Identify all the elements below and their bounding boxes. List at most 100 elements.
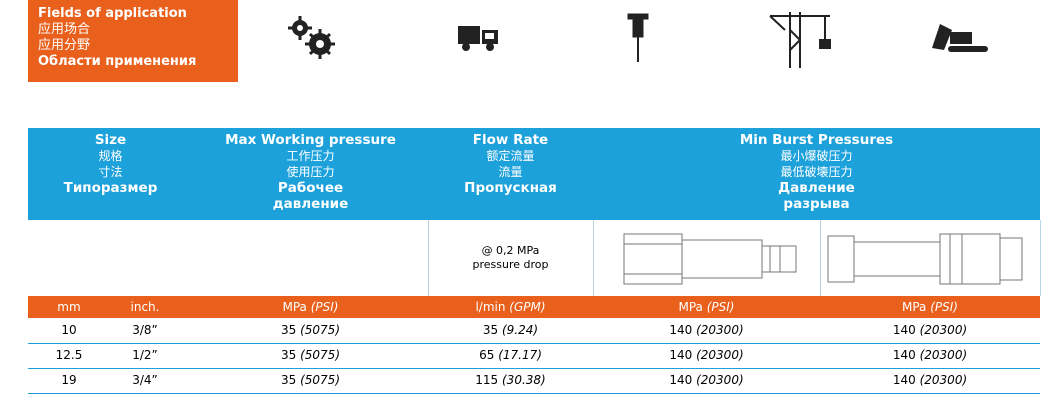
application-line: 应用分野: [38, 38, 91, 53]
unit-cell-main: l/min: [475, 300, 506, 314]
truck-icon: [458, 26, 498, 51]
data-cell-alt: (20300): [919, 323, 968, 337]
data-cell-main: 140: [892, 373, 916, 387]
header-en: Min Burst Pressures: [739, 132, 894, 148]
data-cell-alt: (20300): [696, 373, 744, 387]
data-cell-main: 65: [479, 348, 495, 362]
coupling-drawings: [623, 233, 1023, 285]
data-cell: 35 (5075): [193, 368, 428, 393]
header-zh: 寸法: [98, 165, 123, 179]
flow-note: @ 0,2 MPa pressure drop: [428, 244, 593, 272]
gears-icon: [288, 16, 335, 59]
data-cell-main: 35: [280, 323, 297, 337]
crane-icon: [769, 12, 831, 68]
unit-cell: l/min (GPM): [428, 296, 593, 318]
header-cell: Size 规格寸法 Типоразмер: [28, 132, 193, 196]
data-cell-main: 140: [892, 323, 916, 337]
data-cell-alt: (5075): [300, 373, 340, 387]
data-cell: 115 (30.38): [428, 368, 593, 393]
data-cell-alt: (20300): [696, 348, 744, 362]
data-cell-alt: (5075): [300, 348, 340, 362]
flow-note-line: pressure drop: [472, 258, 549, 271]
data-cell-alt: (20300): [919, 373, 968, 387]
header-en: Size: [94, 132, 127, 148]
unit-cell: MPa (PSI): [193, 296, 428, 318]
data-cell-alt: (17.17): [498, 348, 542, 362]
unit-cell-main: MPa: [678, 300, 703, 314]
unit-cell: inch.: [130, 300, 160, 314]
header-zh: 工作压力: [286, 149, 335, 163]
header-ru: Давление: [778, 180, 855, 196]
header-zh: 规格: [98, 149, 123, 163]
header-zh: 最低破壊压力: [780, 165, 853, 179]
header-en: Max Working pressure: [225, 132, 396, 148]
data-cell: 140 (20300): [820, 318, 1040, 343]
data-cell: 1/2”: [132, 348, 158, 362]
header-zh: 额定流量: [486, 149, 535, 163]
unit-cell: MPa (PSI): [593, 296, 820, 318]
data-cell: 65 (17.17): [428, 343, 593, 368]
unit-cell: mm: [57, 300, 81, 314]
drill-icon: [627, 13, 649, 62]
header-zh: 使用压力: [286, 165, 335, 179]
unit-cell-alt: (PSI): [310, 300, 339, 314]
data-cell-alt: (20300): [696, 323, 744, 337]
data-cell-main: 115: [475, 373, 499, 387]
application-line: Fields of application: [38, 6, 187, 21]
header-ru: Пропускная: [464, 180, 557, 196]
icons: [288, 12, 988, 68]
data-cell: 35 (5075): [193, 318, 428, 343]
data-cell: 140 (20300): [820, 343, 1040, 368]
header-en: Flow Rate: [472, 132, 549, 148]
header-ru: Типоразмер: [63, 180, 158, 196]
unit-cell-alt: (PSI): [930, 300, 958, 314]
row-line: [28, 368, 1040, 369]
unit-cell: MPa (PSI): [820, 296, 1040, 318]
header-zh: 流量: [498, 165, 523, 179]
excavator-icon: [932, 24, 988, 52]
data-cell-main: 140: [669, 323, 693, 337]
unit-cell-main: MPa: [902, 300, 927, 314]
header-ru: разрыва: [783, 196, 850, 212]
data-cell: 3/4”: [132, 373, 158, 387]
header-cell: Min Burst Pressures 最小爆破压力 最低破壊压力 Давление р…: [593, 132, 1040, 212]
header-ru: Рабочее: [277, 180, 344, 196]
units-row: mm inch. MPa (PSI) l/min (GPM) MPa (PSI) MPa …: [28, 296, 1040, 318]
unit-cell-alt: (GPM): [509, 300, 546, 314]
data-cell: 10: [61, 323, 77, 337]
data-cell-main: 140: [669, 373, 693, 387]
table-header: Size 规格 寸法 Типоразмер Max Working pressure 工作…: [28, 128, 1040, 220]
row-line: [28, 343, 1040, 344]
header-ru: давление: [272, 196, 349, 212]
data-cell: 35 (5075): [193, 343, 428, 368]
data-cell-main: 35: [482, 323, 499, 337]
data-cell: 3/8”: [132, 323, 158, 337]
data-cell: 140 (20300): [593, 368, 820, 393]
data-cell: 19: [61, 373, 77, 387]
data-cell: 140 (20300): [593, 318, 820, 343]
data-cell-main: 35: [280, 348, 297, 362]
data-cell-alt: (9.24): [502, 323, 539, 337]
unit-cell-main: MPa: [282, 300, 307, 314]
application-box: Fields of application 应用场合 应用分野 Области при…: [28, 0, 238, 82]
application-line: Области применения: [38, 54, 197, 69]
data-cell-alt: (5075): [300, 323, 340, 337]
data-cell-main: 35: [280, 373, 297, 387]
header-cell: Flow Rate 额定流量流量 Пропускная: [428, 132, 593, 196]
data-cell: 35 (9.24): [428, 318, 593, 343]
data-cell: 12.5: [55, 348, 83, 362]
flow-note-line: @ 0,2 MPa: [481, 244, 540, 257]
row-line: [28, 393, 1040, 394]
application-line: 应用场合: [38, 22, 91, 37]
unit-cell-alt: (PSI): [706, 300, 735, 314]
header-zh: 最小爆破压力: [780, 149, 853, 163]
table-body: 10 3/8” 35 (5075) 35 (9.24) 140 (20300) 140 (…: [0, 318, 1051, 398]
header-cell: Max Working pressure 工作压力使用压力 Рабочее давле…: [193, 132, 428, 212]
data-cell: 140 (20300): [593, 343, 820, 368]
data-cell-alt: (30.38): [502, 373, 546, 387]
data-cell: 140 (20300): [820, 368, 1040, 393]
data-cell-alt: (20300): [919, 348, 968, 362]
data-cell-main: 140: [892, 348, 916, 362]
data-cell-main: 140: [669, 348, 693, 362]
